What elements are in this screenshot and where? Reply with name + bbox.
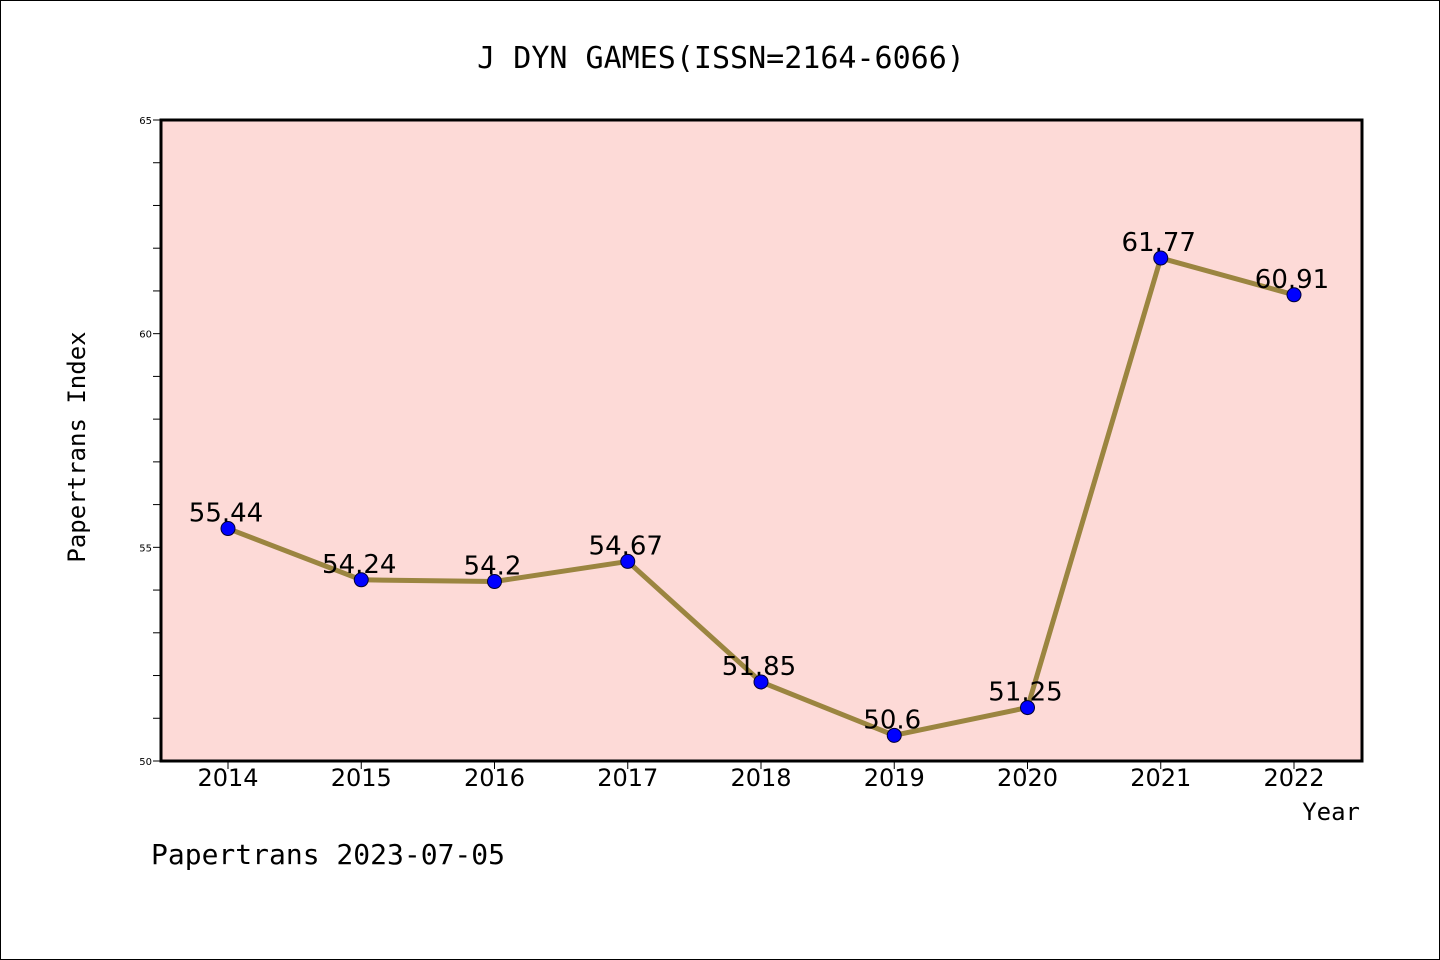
x-tick-label: 2018 <box>730 764 791 792</box>
data-label: 50.6 <box>863 705 921 735</box>
y-tick-label: 55 <box>139 543 152 554</box>
data-point <box>620 553 636 569</box>
data-point <box>1153 250 1169 266</box>
data-point <box>1020 700 1035 716</box>
y-tick-label: 50 <box>139 757 152 768</box>
footer-text: Papertrans 2023-07-05 <box>151 838 505 871</box>
y-axis: 50 55 60 65 <box>139 116 161 768</box>
data-label: 61.77 <box>1122 228 1196 258</box>
data-point <box>487 574 502 590</box>
plot-border <box>159 118 1364 763</box>
x-tick-label: 2019 <box>864 764 925 792</box>
y-tick-label: 60 <box>139 330 152 341</box>
x-tick-label: 2014 <box>197 764 258 792</box>
series-layer <box>220 250 1302 743</box>
y-axis-label: Papertrans Index <box>63 331 91 562</box>
x-tick-label: 2017 <box>597 764 658 792</box>
data-point <box>1286 287 1302 303</box>
x-tick-label: 2021 <box>1130 764 1191 792</box>
y-tick-label: 65 <box>139 116 152 127</box>
data-label: 51.85 <box>722 652 796 682</box>
data-point <box>886 727 902 743</box>
x-tick-label: 2015 <box>331 764 392 792</box>
data-label: 54.2 <box>464 552 522 582</box>
chart-title: J DYN GAMES(ISSN=2164-6066) <box>477 41 965 76</box>
x-axis: 2014 2015 2016 2017 2018 2019 2020 2021 2022 <box>197 761 1325 792</box>
data-label: 54.24 <box>322 550 396 580</box>
data-label: 51.25 <box>988 678 1062 708</box>
x-axis-label: Year <box>1302 798 1360 826</box>
data-point <box>353 572 369 588</box>
x-tick-label: 2020 <box>997 764 1058 792</box>
data-label: 60.91 <box>1255 265 1329 295</box>
x-tick-label: 2016 <box>464 764 525 792</box>
data-point <box>220 521 236 537</box>
x-tick-label: 2022 <box>1263 764 1324 792</box>
data-label: 54.67 <box>589 531 663 561</box>
plot-area <box>161 120 1362 761</box>
data-point <box>753 674 769 690</box>
data-label: 55.44 <box>189 499 263 529</box>
data-labels: 55.44 54.24 54.2 54.67 51.85 50.6 51.25 61.77 60… <box>189 228 1329 735</box>
